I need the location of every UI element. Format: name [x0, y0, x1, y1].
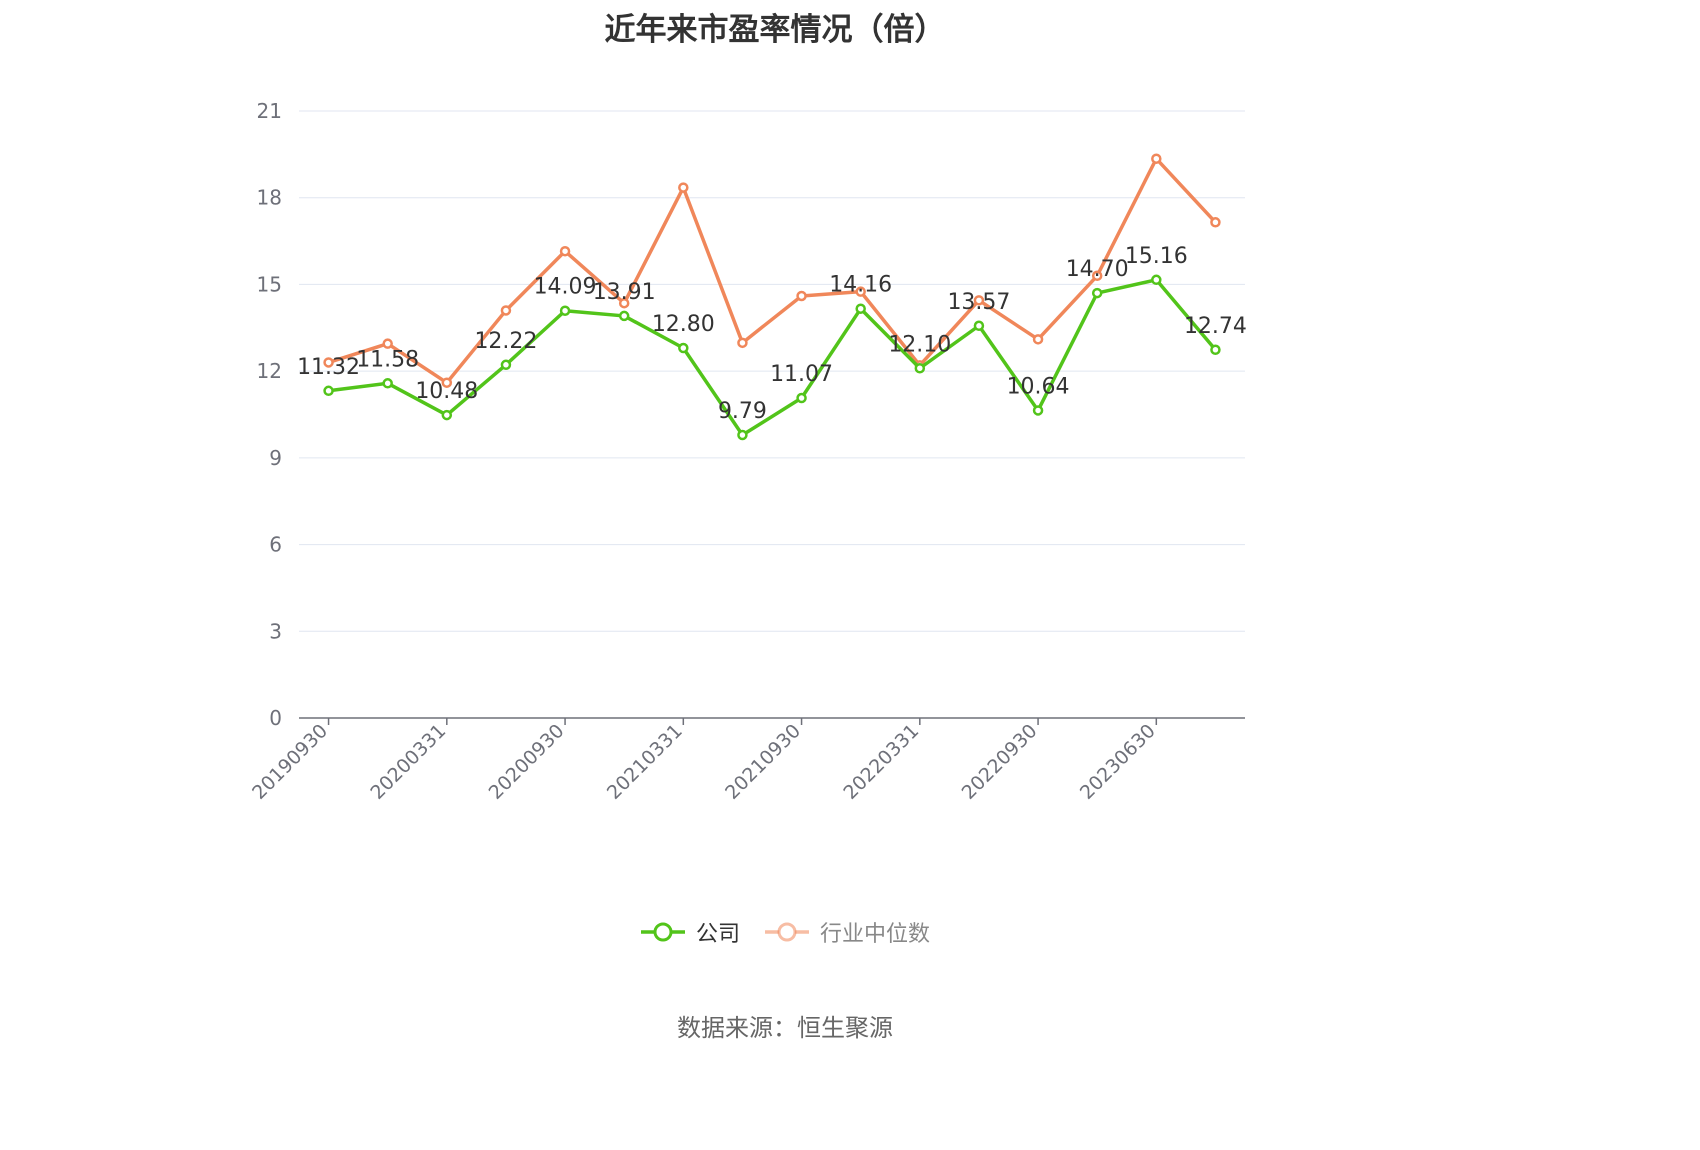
company-point — [737, 429, 748, 441]
legend-item-industry[interactable]: 行业中位数 — [764, 916, 930, 948]
company-data-label: 10.48 — [415, 379, 478, 404]
industry-point — [382, 338, 393, 349]
industry-point — [1091, 270, 1103, 282]
x-tick-label: 20220331 — [839, 720, 923, 804]
industry-line — [328, 156, 1217, 385]
x-tick-label: 20200930 — [485, 720, 569, 804]
x-tick-label: 20220930 — [958, 720, 1042, 804]
company-point — [914, 363, 926, 374]
company-point — [618, 310, 630, 322]
company-point — [1032, 405, 1044, 416]
x-tick-label: 20210331 — [603, 720, 687, 804]
legend-label: 行业中位数 — [820, 922, 931, 947]
industry-point — [1032, 334, 1044, 345]
company-data-label: 14.16 — [829, 273, 892, 298]
company-data-label: 15.16 — [1125, 244, 1188, 269]
legend-label: 公司 — [695, 922, 740, 947]
company-point — [559, 305, 571, 316]
company-data-label: 12.22 — [474, 329, 537, 354]
y-tick-label: 3 — [269, 619, 282, 643]
chart-title: 近年来市盈率情况（倍） — [604, 12, 946, 48]
company-point — [441, 409, 453, 421]
industry-point — [737, 337, 748, 349]
industry-point — [678, 182, 689, 193]
x-tick-label: 20230630 — [1076, 720, 1160, 804]
axes: 0 3 6 9 12 15 18 21 20190930 20200331 20200930 2021… — [248, 99, 1245, 804]
y-tick-label: 9 — [269, 446, 282, 470]
line-chart: 0 3 6 9 12 15 18 21 20190930 20200331 20200930 2021… — [248, 99, 1247, 804]
company-data-label: 9.79 — [718, 399, 767, 424]
company-point — [678, 342, 689, 354]
y-tick-label: 12 — [257, 359, 282, 383]
industry-point — [500, 305, 512, 316]
legend: 公司 行业中位数 — [0, 916, 1570, 948]
industry-point — [1151, 153, 1162, 164]
series — [323, 153, 1221, 441]
industry-point — [855, 286, 866, 297]
company-data-label: 14.70 — [1066, 257, 1129, 282]
company-data-label: 12.10 — [888, 332, 951, 357]
company-line — [328, 278, 1217, 437]
company-data-label: 12.74 — [1184, 314, 1247, 339]
y-tick-label: 18 — [257, 186, 282, 210]
x-tick-label: 20190930 — [248, 720, 332, 804]
data-labels: 11.3211.5810.4812.2214.0913.9112.809.791… — [297, 244, 1247, 424]
industry-point — [1210, 217, 1221, 228]
x-tick-label: 20210930 — [721, 720, 805, 804]
company-data-label: 13.91 — [593, 280, 656, 305]
data-source: 数据来源：恒生聚源 — [677, 1014, 893, 1042]
company-point — [855, 303, 866, 314]
company-data-label: 11.32 — [297, 355, 360, 380]
company-point — [1210, 344, 1221, 356]
company-data-label: 10.64 — [1007, 374, 1070, 399]
company-point — [500, 359, 512, 371]
company-point — [1091, 287, 1103, 299]
company-data-label: 11.07 — [770, 362, 833, 387]
company-data-label: 11.58 — [356, 347, 419, 372]
industry-point — [559, 245, 571, 257]
y-tick-label: 0 — [269, 706, 282, 730]
industry-point — [973, 295, 985, 306]
industry-point — [441, 377, 453, 388]
company-point — [973, 320, 985, 332]
company-point — [1151, 274, 1162, 286]
y-tick-label: 15 — [257, 272, 282, 296]
company-point — [323, 385, 334, 397]
company-data-label: 13.57 — [947, 290, 1010, 315]
company-data-label: 12.80 — [652, 312, 715, 337]
y-tick-label: 6 — [269, 533, 282, 557]
company-point — [796, 392, 807, 404]
legend-line-circle-icon — [765, 922, 809, 942]
legend-line-circle-icon — [640, 922, 685, 942]
industry-point — [618, 297, 630, 309]
y-tick-label: 21 — [257, 99, 282, 123]
x-tick-label: 20200331 — [366, 720, 450, 804]
industry-point — [323, 357, 334, 368]
legend-item-company[interactable]: 公司 — [640, 916, 740, 948]
company-data-label: 14.09 — [534, 275, 597, 300]
industry-point — [796, 290, 807, 302]
company-point — [382, 378, 393, 389]
